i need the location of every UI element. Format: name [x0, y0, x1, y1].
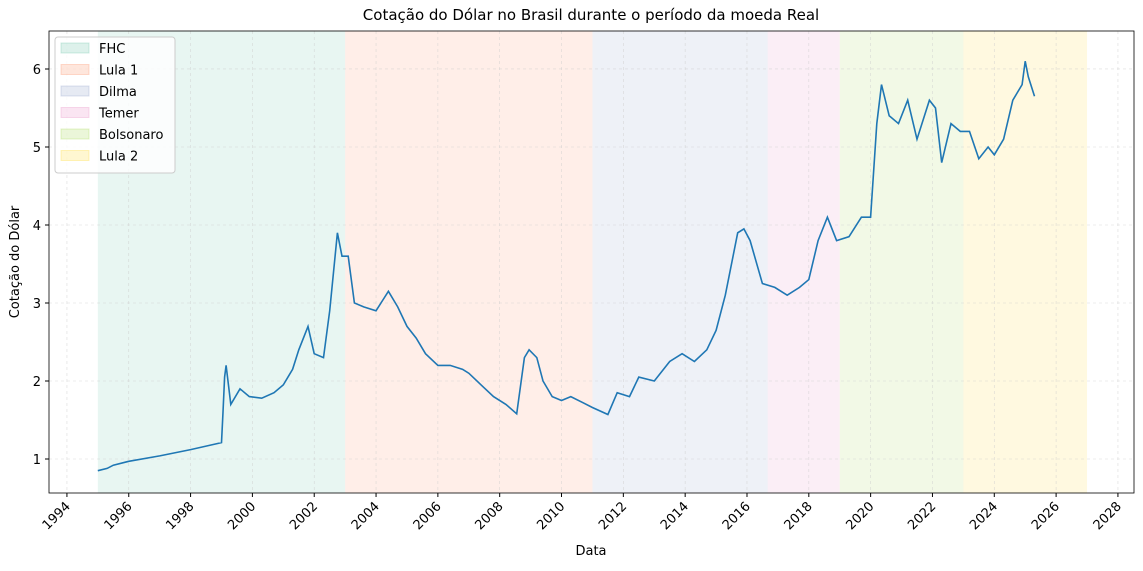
x-tick-label: 2024 — [967, 499, 1001, 533]
period-span — [767, 31, 840, 493]
x-tick-label: 2012 — [596, 499, 630, 533]
x-tick-label: 2000 — [225, 499, 259, 533]
plot-frame — [48, 30, 1135, 494]
y-tick-label: 2 — [33, 375, 41, 390]
legend-swatch — [60, 85, 90, 97]
y-tick-label: 6 — [33, 63, 41, 78]
x-tick-label: 2020 — [843, 499, 877, 533]
legend-label: Bolsonaro — [99, 128, 163, 143]
data-line — [97, 61, 1036, 472]
legend-swatch — [60, 150, 90, 161]
x-tick-label: 1998 — [163, 499, 197, 533]
y-axis-label: Cotação do Dólar — [8, 205, 23, 318]
legend-label: Lula 1 — [99, 64, 138, 79]
x-tick-label: 2006 — [411, 499, 445, 533]
x-tick-label: 2022 — [905, 499, 939, 533]
x-tick-label: 1994 — [40, 499, 74, 533]
x-tick-label: 2018 — [782, 499, 816, 533]
x-tick-label: 2004 — [349, 499, 383, 533]
x-tick-label: 2014 — [658, 499, 692, 533]
period-span — [345, 31, 593, 493]
x-tick-label: 2002 — [287, 499, 321, 533]
legend-box — [54, 36, 176, 174]
legend-swatch — [60, 42, 90, 54]
legend-swatch — [60, 128, 90, 140]
y-tick-label: 5 — [33, 141, 41, 156]
y-tick-label: 1 — [33, 453, 41, 468]
y-tick-label: 4 — [33, 219, 41, 234]
legend — [54, 36, 176, 174]
x-tick-label: 2008 — [473, 499, 507, 533]
legend-label: Dilma — [99, 85, 137, 100]
legend-swatch — [60, 107, 90, 118]
x-axis-label: Data — [575, 544, 606, 559]
legend-swatch — [60, 64, 90, 75]
period-span — [963, 31, 1088, 493]
chart-title: Cotação do Dólar no Brasil durante o per… — [363, 6, 819, 24]
period-span — [839, 31, 964, 493]
x-tick-label: 2016 — [720, 499, 754, 533]
legend-label: FHC — [99, 42, 125, 57]
x-tick-label: 1996 — [102, 499, 136, 533]
legend-label: Temer — [98, 107, 139, 122]
x-tick-label: 2010 — [534, 499, 568, 533]
legend-label: Lula 2 — [99, 150, 138, 165]
x-tick-label: 2028 — [1091, 499, 1125, 533]
y-tick-label: 3 — [33, 297, 41, 312]
x-tick-label: 2026 — [1029, 499, 1063, 533]
period-span — [592, 31, 768, 493]
